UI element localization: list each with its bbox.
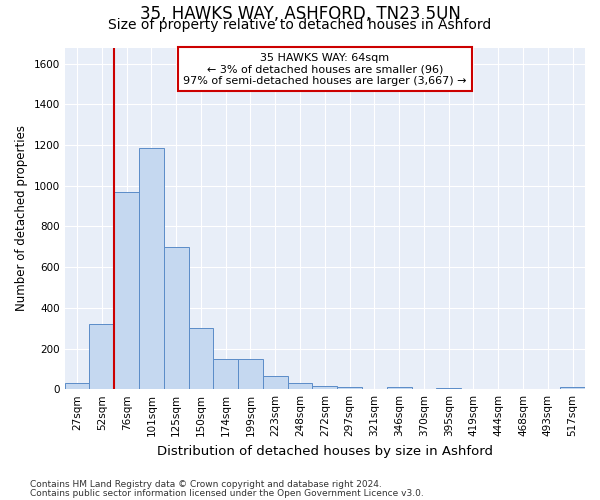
Bar: [114, 192, 139, 389]
Text: Contains public sector information licensed under the Open Government Licence v3: Contains public sector information licen…: [30, 488, 424, 498]
Y-axis label: Number of detached properties: Number of detached properties: [15, 126, 28, 312]
Text: 35 HAWKS WAY: 64sqm
← 3% of detached houses are smaller (96)
97% of semi-detache: 35 HAWKS WAY: 64sqm ← 3% of detached hou…: [183, 52, 467, 86]
Bar: [188, 328, 214, 389]
Bar: [387, 386, 412, 389]
Bar: [65, 384, 89, 389]
Bar: [263, 376, 287, 389]
Text: 35, HAWKS WAY, ASHFORD, TN23 5UN: 35, HAWKS WAY, ASHFORD, TN23 5UN: [140, 5, 460, 23]
Bar: [238, 358, 263, 389]
Bar: [436, 388, 461, 389]
Bar: [560, 386, 585, 389]
Bar: [214, 358, 238, 389]
Bar: [164, 247, 188, 389]
Text: Size of property relative to detached houses in Ashford: Size of property relative to detached ho…: [109, 18, 491, 32]
Bar: [313, 386, 337, 389]
Bar: [89, 324, 114, 389]
Bar: [287, 384, 313, 389]
Bar: [139, 148, 164, 389]
Text: Contains HM Land Registry data © Crown copyright and database right 2024.: Contains HM Land Registry data © Crown c…: [30, 480, 382, 489]
Bar: [337, 386, 362, 389]
X-axis label: Distribution of detached houses by size in Ashford: Distribution of detached houses by size …: [157, 444, 493, 458]
